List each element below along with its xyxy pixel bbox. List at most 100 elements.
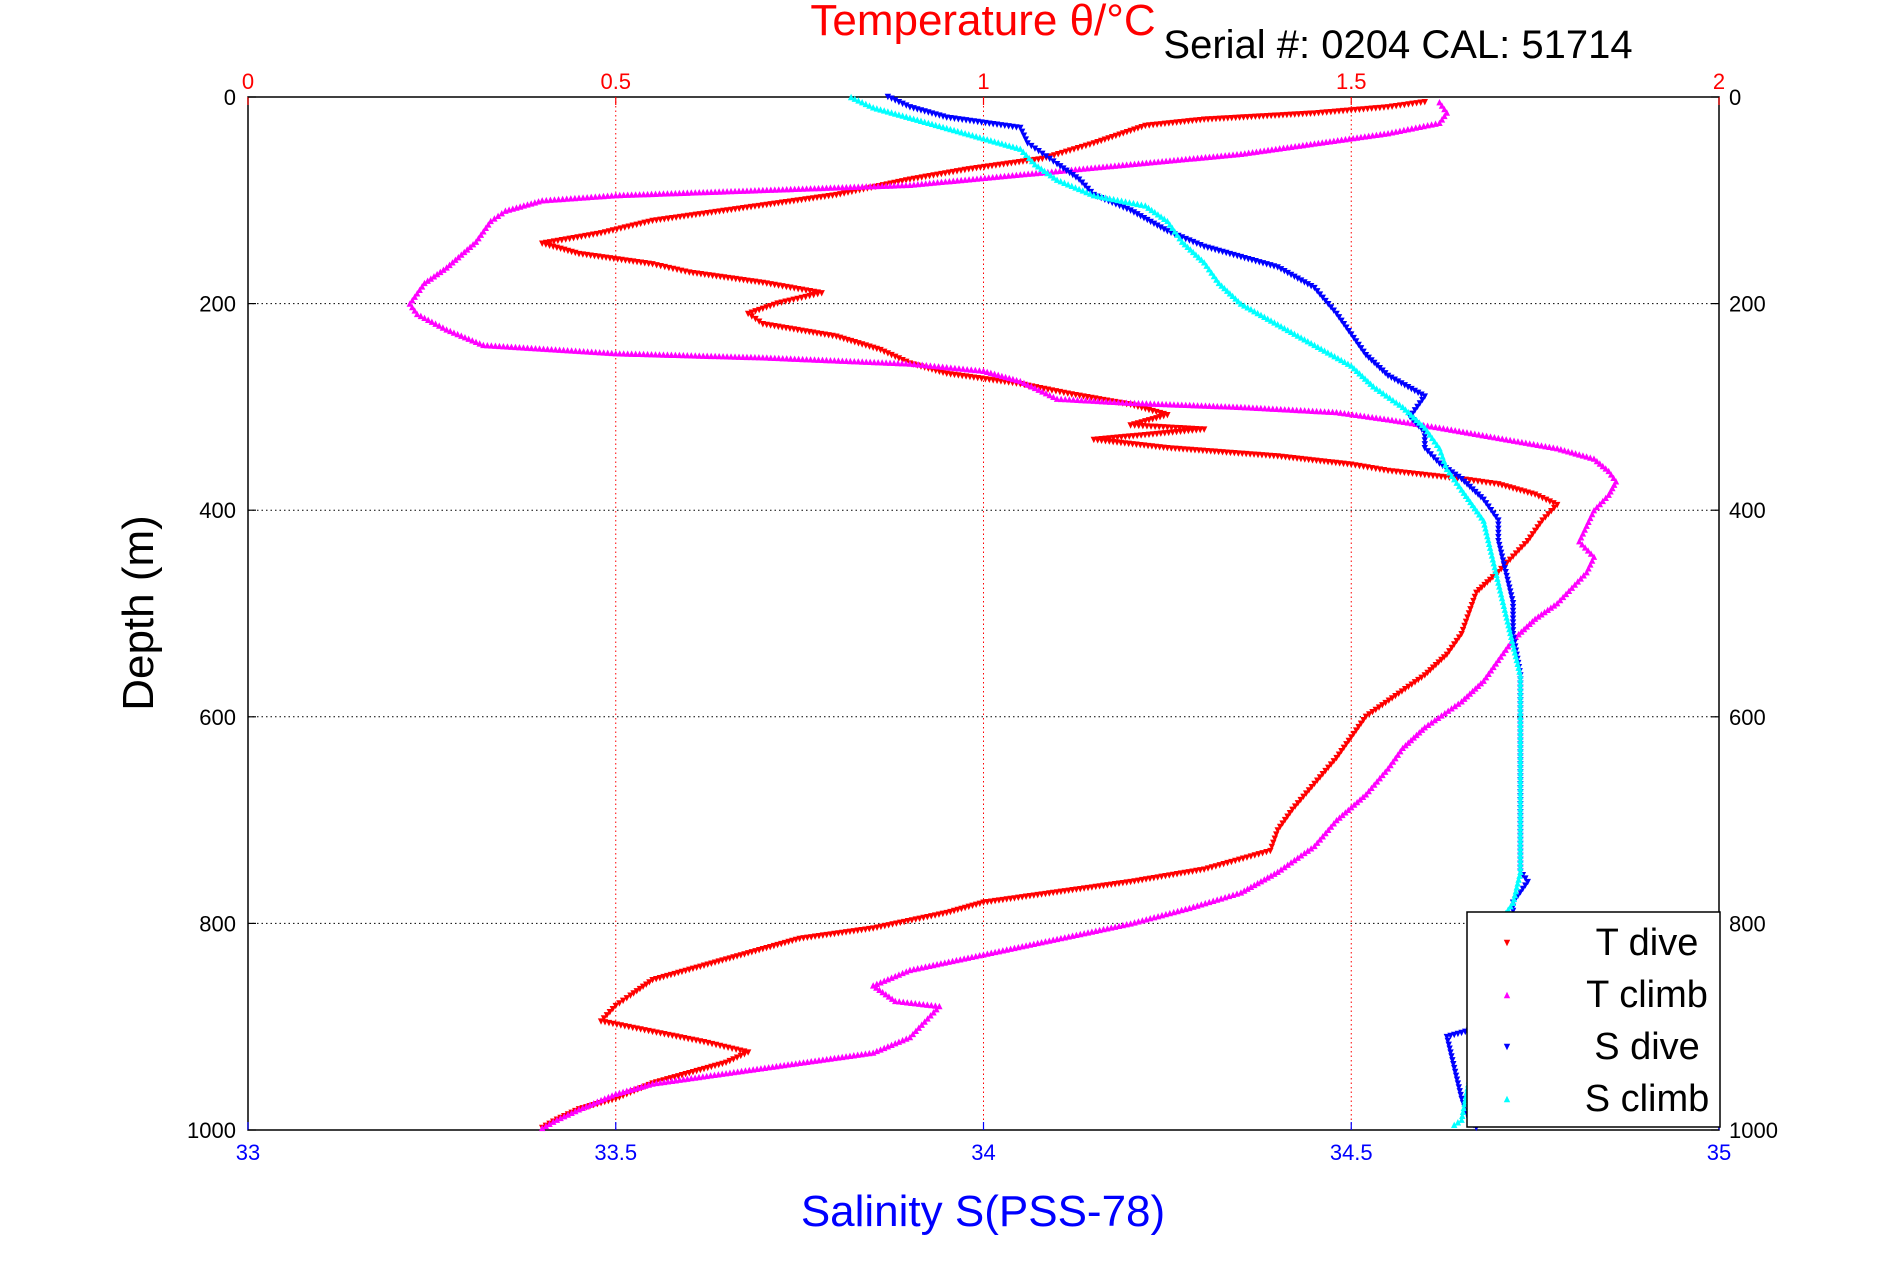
data-point bbox=[819, 184, 826, 192]
data-point bbox=[961, 129, 969, 137]
data-point bbox=[1276, 823, 1284, 831]
data-point bbox=[1418, 674, 1425, 681]
data-point bbox=[1267, 872, 1275, 879]
data-point bbox=[1513, 884, 1520, 891]
data-point bbox=[1294, 800, 1302, 807]
data-point bbox=[1500, 561, 1508, 568]
data-point bbox=[862, 1050, 869, 1057]
data-point bbox=[920, 1000, 927, 1008]
data-point bbox=[1182, 401, 1189, 409]
data-point bbox=[886, 359, 894, 366]
data-point bbox=[1460, 1104, 1467, 1112]
data-point bbox=[472, 238, 480, 245]
data-point bbox=[1414, 389, 1422, 397]
data-point bbox=[1249, 148, 1256, 156]
data-point bbox=[1448, 1053, 1455, 1060]
data-point bbox=[1287, 328, 1295, 335]
y-axis-title: Depth (m) bbox=[114, 515, 163, 711]
data-point bbox=[1571, 581, 1579, 588]
data-point bbox=[527, 200, 535, 207]
data-point bbox=[1373, 778, 1381, 785]
data-point bbox=[1039, 150, 1046, 158]
data-point bbox=[1517, 701, 1524, 708]
data-point bbox=[881, 348, 888, 355]
data-point bbox=[1261, 313, 1268, 320]
data-point bbox=[1143, 916, 1150, 923]
data-point bbox=[890, 182, 898, 189]
data-point bbox=[1026, 941, 1034, 948]
data-point bbox=[1498, 594, 1506, 602]
data-point bbox=[906, 360, 914, 367]
data-point bbox=[746, 1066, 753, 1074]
data-point bbox=[847, 93, 855, 101]
data-point bbox=[1517, 717, 1524, 724]
data-point bbox=[808, 1058, 815, 1065]
data-point bbox=[1517, 777, 1524, 784]
data-point bbox=[1322, 829, 1329, 837]
data-point bbox=[1495, 521, 1502, 528]
data-point bbox=[439, 324, 447, 331]
data-point bbox=[620, 350, 627, 357]
data-point bbox=[1111, 398, 1118, 406]
data-point bbox=[563, 195, 570, 202]
data-point bbox=[616, 191, 623, 199]
data-point bbox=[1019, 943, 1026, 950]
data-point bbox=[735, 353, 743, 360]
data-point bbox=[1577, 575, 1584, 582]
data-point bbox=[696, 189, 703, 196]
data-point bbox=[855, 358, 862, 365]
data-point bbox=[803, 355, 810, 363]
data-point bbox=[1514, 438, 1522, 445]
data-point bbox=[1325, 408, 1332, 415]
data-point bbox=[747, 187, 755, 194]
data-point bbox=[1373, 131, 1380, 138]
data-point bbox=[884, 108, 892, 115]
data-point bbox=[1491, 563, 1498, 571]
data-point bbox=[977, 174, 985, 182]
data-point bbox=[1360, 717, 1367, 724]
bottom-tick-label: 33.5 bbox=[594, 1140, 637, 1165]
data-point bbox=[1515, 664, 1522, 671]
data-point bbox=[777, 1062, 784, 1069]
data-point bbox=[955, 365, 963, 372]
data-point bbox=[1345, 410, 1352, 417]
data-point bbox=[1542, 442, 1549, 450]
data-point bbox=[575, 1106, 583, 1113]
data-point bbox=[1280, 144, 1287, 152]
data-point bbox=[1139, 159, 1146, 167]
data-point bbox=[922, 963, 929, 970]
legend-label: S climb bbox=[1585, 1078, 1710, 1120]
data-point bbox=[1022, 151, 1030, 159]
data-point bbox=[409, 303, 416, 311]
data-point bbox=[547, 196, 554, 203]
data-point bbox=[555, 195, 562, 203]
data-point bbox=[1281, 406, 1288, 413]
data-point bbox=[1517, 848, 1524, 856]
data-point bbox=[1311, 842, 1318, 850]
data-point bbox=[1327, 351, 1335, 358]
data-point bbox=[787, 355, 794, 362]
data-point bbox=[1517, 812, 1524, 820]
data-point bbox=[1079, 187, 1086, 194]
data-point bbox=[1509, 607, 1517, 615]
data-point bbox=[487, 217, 494, 225]
data-point bbox=[1508, 592, 1515, 599]
data-point bbox=[1503, 572, 1510, 580]
data-point bbox=[943, 124, 950, 132]
data-point bbox=[436, 322, 443, 329]
data-point bbox=[1244, 304, 1251, 311]
data-point bbox=[1046, 391, 1053, 399]
data-point bbox=[1531, 491, 1539, 498]
legend-box bbox=[1466, 911, 1721, 1128]
data-point bbox=[1036, 169, 1044, 176]
data-point bbox=[1531, 615, 1539, 622]
data-point bbox=[987, 137, 995, 144]
data-point bbox=[409, 296, 416, 304]
data-point bbox=[723, 353, 731, 360]
data-point bbox=[1448, 469, 1456, 476]
data-point bbox=[1329, 408, 1336, 416]
legend-label: T climb bbox=[1586, 974, 1708, 1016]
data-point bbox=[1501, 565, 1508, 572]
data-point bbox=[1480, 517, 1487, 524]
data-point bbox=[1342, 809, 1349, 816]
